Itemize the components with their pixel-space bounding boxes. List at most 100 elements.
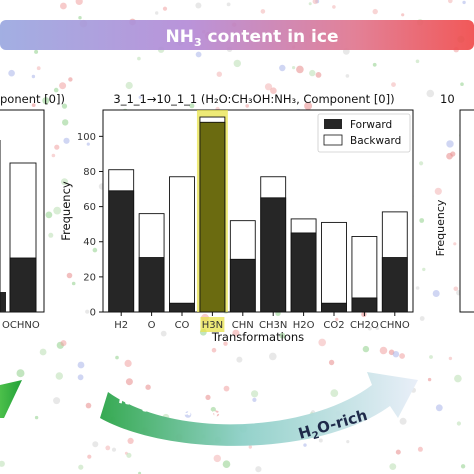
bottom-arrows: NH3-medium H2O-rich — [0, 372, 418, 446]
left-panel-tick-label: OCHNO — [2, 320, 40, 331]
background-dot — [419, 218, 425, 223]
left-panel: ponent [0]) OCHNO — [0, 92, 65, 331]
right-panel-ylabel: Frequency — [434, 199, 447, 256]
background-dot — [252, 397, 257, 402]
background-dot — [269, 352, 277, 361]
background-dot — [31, 103, 36, 107]
bar-forward-o — [138, 257, 165, 313]
x-tick-label: H3N — [202, 320, 223, 331]
background-dot — [248, 445, 252, 449]
background-dot — [375, 326, 379, 330]
gradient-arrow — [100, 372, 418, 446]
background-dot — [54, 144, 60, 150]
background-dot — [279, 64, 286, 72]
background-dot — [85, 309, 90, 314]
background-dot — [454, 374, 462, 383]
y-tick-label: 60 — [83, 202, 96, 213]
background-dot — [222, 460, 231, 469]
background-dot — [195, 2, 202, 9]
right-panel-title: 10 — [440, 92, 455, 106]
background-dot — [367, 326, 372, 331]
background-dot — [422, 267, 426, 272]
background-dot — [460, 82, 464, 86]
bar-backward-co — [169, 176, 195, 313]
legend: Forward Backward — [317, 113, 411, 153]
background-dot — [401, 13, 405, 17]
background-dot — [462, 0, 466, 5]
background-dot — [8, 69, 15, 77]
background-dot — [92, 247, 98, 253]
banner-title: NH3 content in ice — [166, 27, 339, 49]
main-chart: 3_1_1→10_1_1 (H₂O:CH₃OH:NH₃, Component [… — [59, 92, 414, 344]
background-dot — [292, 66, 296, 70]
background-dot — [226, 2, 231, 7]
background-dot — [155, 11, 159, 15]
background-dot — [78, 464, 84, 470]
background-dot — [362, 345, 370, 353]
y-tick-label: 0 — [90, 308, 96, 319]
background-dot — [251, 390, 259, 398]
background-dot — [372, 62, 377, 67]
y-axis: 0 20 40 60 80 100 — [77, 132, 103, 319]
background-dot — [125, 81, 133, 90]
x-tick-label: CO2 — [323, 320, 344, 331]
bar-forward-ch2o — [351, 297, 378, 313]
background-dot — [460, 464, 466, 469]
background-dot — [138, 95, 142, 99]
background-dot — [55, 372, 63, 380]
background-dot — [77, 361, 85, 369]
background-dot — [446, 152, 453, 160]
background-dot — [453, 242, 457, 246]
background-dot — [53, 206, 62, 215]
background-dot — [427, 377, 432, 382]
background-dot — [213, 410, 220, 417]
y-tick-label: 100 — [77, 132, 96, 143]
y-tick-label: 80 — [83, 167, 96, 178]
background-dot — [264, 83, 273, 91]
background-dot — [86, 142, 90, 146]
background-dot — [399, 353, 405, 359]
background-dot — [332, 5, 336, 9]
background-dot — [318, 438, 323, 443]
left-bar-forward — [9, 257, 37, 313]
background-dot — [379, 346, 388, 355]
bar-forward-chno — [381, 257, 408, 313]
background-dot — [137, 56, 141, 61]
background-dot — [77, 374, 84, 381]
background-dot — [61, 119, 69, 126]
x-tick-label: O — [148, 320, 156, 331]
background-dot — [303, 443, 307, 447]
x-tick-label: CH2O — [350, 320, 379, 331]
background-dot — [279, 332, 286, 339]
background-dot — [392, 351, 400, 358]
background-dot — [330, 389, 339, 397]
background-dot — [75, 0, 83, 5]
background-dot — [233, 59, 241, 68]
background-dot — [0, 460, 5, 467]
background-dot — [389, 463, 397, 470]
background-dot — [345, 74, 350, 78]
background-dot — [61, 178, 68, 186]
background-dot — [68, 77, 73, 82]
background-dot — [216, 71, 222, 77]
x-tick-label: H2 — [114, 320, 128, 331]
background-dot — [296, 65, 304, 74]
legend-forward-label: Forward — [350, 119, 392, 131]
x-axis-label: Transformations — [211, 330, 304, 344]
background-dot — [426, 89, 435, 98]
background-dot — [66, 272, 73, 279]
background-dot — [78, 16, 82, 20]
background-dot — [395, 449, 401, 455]
background-dot — [162, 6, 168, 11]
background-dot — [417, 446, 423, 452]
background-dot — [53, 397, 61, 405]
background-dot — [456, 421, 461, 426]
background-dot — [16, 369, 25, 378]
background-dot — [446, 140, 454, 148]
background-dot — [419, 161, 424, 166]
background-dot — [260, 9, 266, 14]
background-dot — [138, 471, 142, 474]
background-dot — [210, 406, 216, 413]
background-dot — [105, 445, 111, 451]
